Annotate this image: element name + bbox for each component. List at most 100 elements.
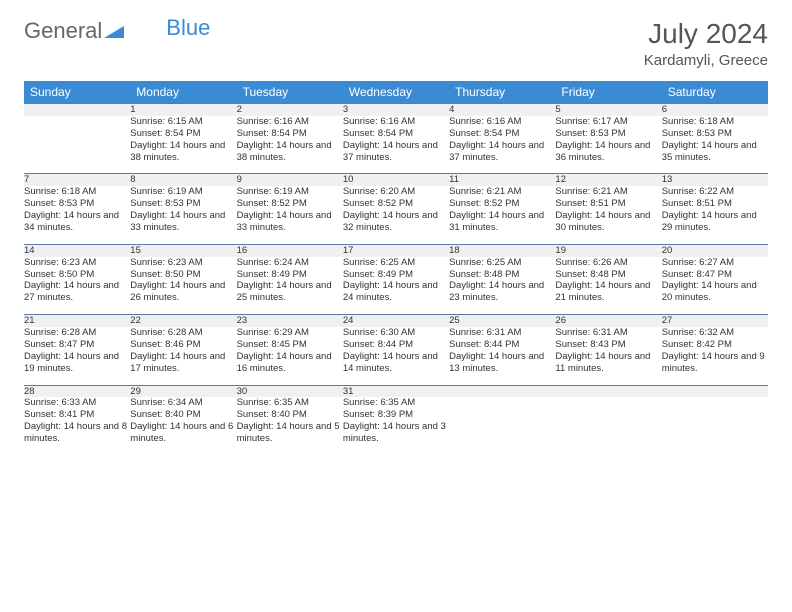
day-number: 14 bbox=[24, 244, 130, 256]
sunset-text: Sunset: 8:42 PM bbox=[662, 339, 768, 351]
sunset-text: Sunset: 8:54 PM bbox=[449, 128, 555, 140]
title-block: July 2024 Kardamyli, Greece bbox=[644, 18, 768, 69]
day-number-row: 21222324252627 bbox=[24, 315, 768, 327]
day-cell bbox=[555, 397, 661, 455]
brand-part1: General bbox=[24, 18, 102, 44]
sunset-text: Sunset: 8:40 PM bbox=[237, 409, 343, 421]
calendar-table: Sunday Monday Tuesday Wednesday Thursday… bbox=[24, 81, 768, 455]
sunrise-text: Sunrise: 6:31 AM bbox=[449, 327, 555, 339]
day-number: 6 bbox=[662, 104, 768, 116]
sunrise-text: Sunrise: 6:25 AM bbox=[343, 257, 449, 269]
sunset-text: Sunset: 8:46 PM bbox=[130, 339, 236, 351]
sunset-text: Sunset: 8:53 PM bbox=[130, 198, 236, 210]
sunset-text: Sunset: 8:47 PM bbox=[662, 269, 768, 281]
daylight-text: Daylight: 14 hours and 5 minutes. bbox=[237, 421, 343, 445]
sunrise-text: Sunrise: 6:29 AM bbox=[237, 327, 343, 339]
logo-triangle-icon bbox=[104, 18, 124, 44]
day-data-row: Sunrise: 6:28 AMSunset: 8:47 PM Daylight:… bbox=[24, 327, 768, 385]
sunset-text: Sunset: 8:43 PM bbox=[555, 339, 661, 351]
sunrise-text: Sunrise: 6:33 AM bbox=[24, 397, 130, 409]
day-data-row: Sunrise: 6:18 AMSunset: 8:53 PMDaylight:… bbox=[24, 186, 768, 244]
day-number: 11 bbox=[449, 174, 555, 186]
daylight-text: Daylight: 14 hours and 38 minutes. bbox=[130, 140, 236, 164]
sunrise-text: Sunrise: 6:22 AM bbox=[662, 186, 768, 198]
day-number: 24 bbox=[343, 315, 449, 327]
daylight-text: Daylight: 14 hours and 27 minutes. bbox=[24, 280, 130, 304]
sunrise-text: Sunrise: 6:23 AM bbox=[24, 257, 130, 269]
sunrise-text: Sunrise: 6:16 AM bbox=[449, 116, 555, 128]
daylight-text: Daylight: 14 hours and 30 minutes. bbox=[555, 210, 661, 234]
sunrise-text: Sunrise: 6:31 AM bbox=[555, 327, 661, 339]
sunrise-text: Sunrise: 6:18 AM bbox=[662, 116, 768, 128]
sunset-text: Sunset: 8:47 PM bbox=[24, 339, 130, 351]
day-number bbox=[24, 104, 130, 116]
sunrise-text: Sunrise: 6:30 AM bbox=[343, 327, 449, 339]
day-cell: Sunrise: 6:19 AMSunset: 8:52 PMDaylight:… bbox=[237, 186, 343, 244]
sunrise-text: Sunrise: 6:35 AM bbox=[343, 397, 449, 409]
day-number: 10 bbox=[343, 174, 449, 186]
sunset-text: Sunset: 8:48 PM bbox=[449, 269, 555, 281]
sunset-text: Sunset: 8:39 PM bbox=[343, 409, 449, 421]
sunset-text: Sunset: 8:52 PM bbox=[343, 198, 449, 210]
weekday-header: Friday bbox=[555, 81, 661, 104]
day-number: 4 bbox=[449, 104, 555, 116]
day-number bbox=[555, 385, 661, 397]
sunrise-text: Sunrise: 6:21 AM bbox=[449, 186, 555, 198]
day-cell: Sunrise: 6:21 AMSunset: 8:52 PMDaylight:… bbox=[449, 186, 555, 244]
daylight-text: Daylight: 14 hours and 34 minutes. bbox=[24, 210, 130, 234]
daylight-text: Daylight: 14 hours and 37 minutes. bbox=[449, 140, 555, 164]
day-number-row: 123456 bbox=[24, 104, 768, 116]
daylight-text: Daylight: 14 hours and 6 minutes. bbox=[130, 421, 236, 445]
day-number: 19 bbox=[555, 244, 661, 256]
day-cell: Sunrise: 6:16 AMSunset: 8:54 PMDaylight:… bbox=[343, 116, 449, 174]
day-cell: Sunrise: 6:16 AMSunset: 8:54 PMDaylight:… bbox=[449, 116, 555, 174]
daylight-text: Daylight: 14 hours and 16 minutes. bbox=[237, 351, 343, 375]
weekday-header-row: Sunday Monday Tuesday Wednesday Thursday… bbox=[24, 81, 768, 104]
sunset-text: Sunset: 8:51 PM bbox=[555, 198, 661, 210]
daylight-text: Daylight: 14 hours and 24 minutes. bbox=[343, 280, 449, 304]
day-number: 28 bbox=[24, 385, 130, 397]
day-cell: Sunrise: 6:26 AMSunset: 8:48 PMDaylight:… bbox=[555, 257, 661, 315]
brand-part2: Blue bbox=[166, 15, 210, 41]
sunset-text: Sunset: 8:54 PM bbox=[343, 128, 449, 140]
sunrise-text: Sunrise: 6:19 AM bbox=[237, 186, 343, 198]
day-cell: Sunrise: 6:29 AMSunset: 8:45 PMDaylight:… bbox=[237, 327, 343, 385]
day-cell bbox=[24, 116, 130, 174]
day-number bbox=[449, 385, 555, 397]
day-data-row: Sunrise: 6:23 AMSunset: 8:50 PMDaylight:… bbox=[24, 257, 768, 315]
day-cell: Sunrise: 6:23 AMSunset: 8:50 PMDaylight:… bbox=[130, 257, 236, 315]
day-number-row: 78910111213 bbox=[24, 174, 768, 186]
day-number: 31 bbox=[343, 385, 449, 397]
daylight-text: Daylight: 14 hours and 8 minutes. bbox=[24, 421, 130, 445]
daylight-text: Daylight: 14 hours and 21 minutes. bbox=[555, 280, 661, 304]
daylight-text: Daylight: 14 hours and 26 minutes. bbox=[130, 280, 236, 304]
daylight-text: Daylight: 14 hours and 3 minutes. bbox=[343, 421, 449, 445]
day-number: 25 bbox=[449, 315, 555, 327]
day-cell: Sunrise: 6:24 AMSunset: 8:49 PMDaylight:… bbox=[237, 257, 343, 315]
sunrise-text: Sunrise: 6:16 AM bbox=[343, 116, 449, 128]
day-number-row: 28293031 bbox=[24, 385, 768, 397]
day-number: 16 bbox=[237, 244, 343, 256]
sunrise-text: Sunrise: 6:35 AM bbox=[237, 397, 343, 409]
weekday-header: Monday bbox=[130, 81, 236, 104]
day-cell: Sunrise: 6:16 AMSunset: 8:54 PMDaylight:… bbox=[237, 116, 343, 174]
day-number: 30 bbox=[237, 385, 343, 397]
sunset-text: Sunset: 8:49 PM bbox=[237, 269, 343, 281]
daylight-text: Daylight: 14 hours and 36 minutes. bbox=[555, 140, 661, 164]
day-number: 17 bbox=[343, 244, 449, 256]
sunrise-text: Sunrise: 6:28 AM bbox=[24, 327, 130, 339]
sunset-text: Sunset: 8:54 PM bbox=[130, 128, 236, 140]
daylight-text: Daylight: 14 hours and 14 minutes. bbox=[343, 351, 449, 375]
day-number: 3 bbox=[343, 104, 449, 116]
daylight-text: Daylight: 14 hours and 23 minutes. bbox=[449, 280, 555, 304]
day-cell: Sunrise: 6:18 AMSunset: 8:53 PMDaylight:… bbox=[24, 186, 130, 244]
daylight-text: Daylight: 14 hours and 11 minutes. bbox=[555, 351, 661, 375]
day-number: 13 bbox=[662, 174, 768, 186]
sunrise-text: Sunrise: 6:25 AM bbox=[449, 257, 555, 269]
day-cell: Sunrise: 6:25 AMSunset: 8:49 PMDaylight:… bbox=[343, 257, 449, 315]
daylight-text: Daylight: 14 hours and 33 minutes. bbox=[237, 210, 343, 234]
day-cell: Sunrise: 6:22 AMSunset: 8:51 PMDaylight:… bbox=[662, 186, 768, 244]
page-header: General Blue July 2024 Kardamyli, Greece bbox=[24, 18, 768, 69]
sunset-text: Sunset: 8:51 PM bbox=[662, 198, 768, 210]
daylight-text: Daylight: 14 hours and 31 minutes. bbox=[449, 210, 555, 234]
